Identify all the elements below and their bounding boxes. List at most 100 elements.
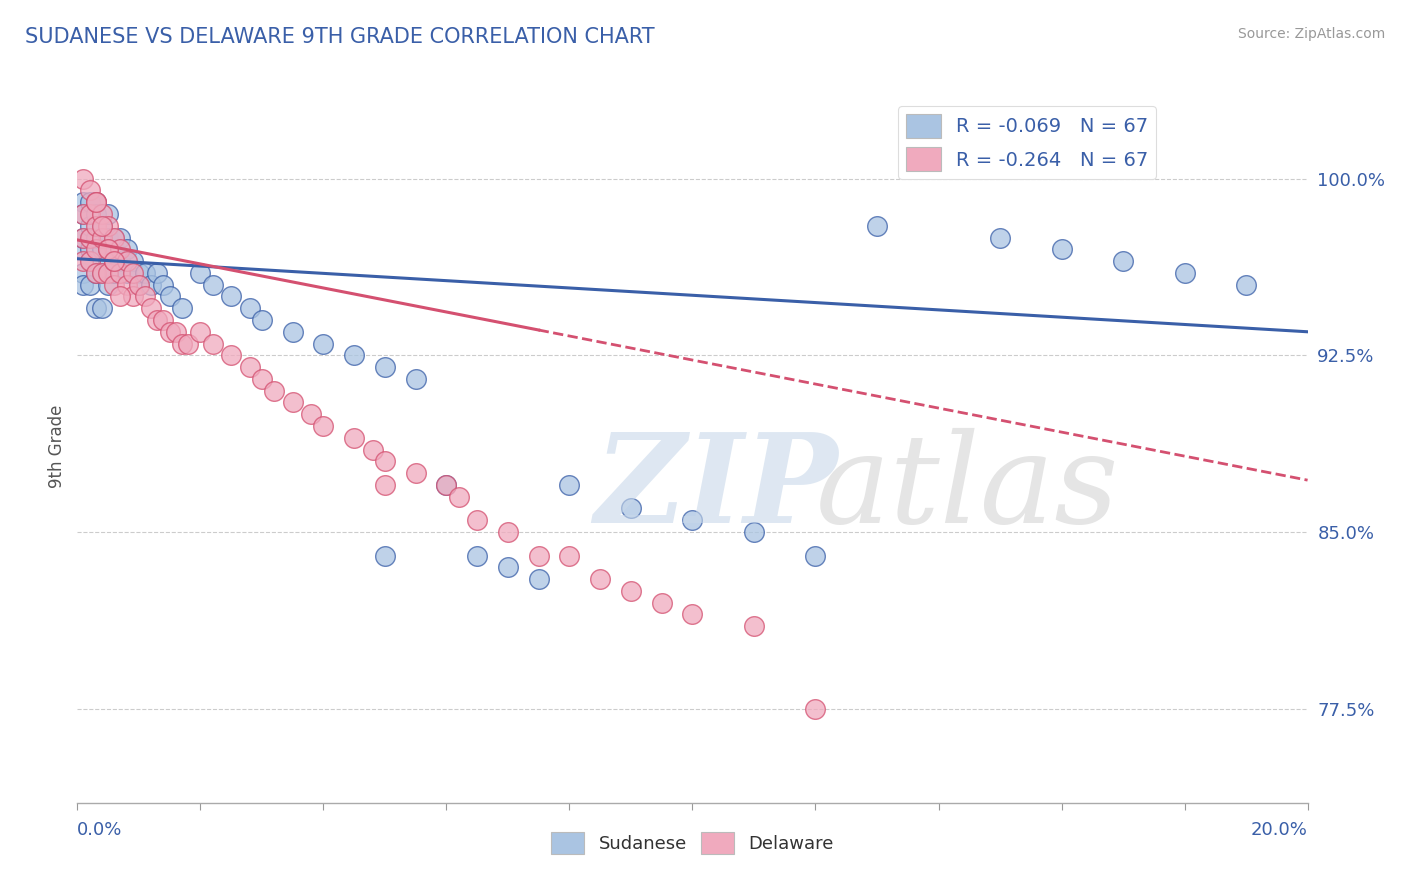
Point — [134, 266, 156, 280]
Point — [141, 301, 163, 316]
Point — [804, 549, 827, 563]
Point — [188, 266, 212, 280]
Point — [152, 277, 174, 292]
Point — [263, 384, 285, 398]
Point — [84, 266, 107, 280]
Point — [682, 607, 704, 622]
Point — [374, 360, 396, 375]
Point — [103, 266, 125, 280]
Point — [866, 219, 889, 233]
Point — [90, 301, 114, 316]
Point — [159, 325, 181, 339]
Point — [79, 254, 101, 268]
Point — [115, 243, 138, 257]
Point — [72, 230, 94, 244]
Point — [79, 230, 101, 244]
Point — [79, 230, 101, 244]
Point — [1050, 243, 1073, 257]
Text: SUDANESE VS DELAWARE 9TH GRADE CORRELATION CHART: SUDANESE VS DELAWARE 9TH GRADE CORRELATI… — [25, 27, 655, 46]
Point — [170, 301, 193, 316]
Point — [128, 277, 150, 292]
Point — [79, 243, 101, 257]
Point — [97, 277, 120, 292]
Point — [90, 266, 114, 280]
Point — [465, 513, 488, 527]
Point — [496, 560, 519, 574]
Point — [115, 254, 138, 268]
Point — [97, 219, 120, 233]
Point — [72, 266, 94, 280]
Point — [201, 277, 224, 292]
Point — [558, 549, 581, 563]
Point — [79, 195, 101, 210]
Point — [589, 572, 612, 586]
Point — [72, 171, 94, 186]
Point — [90, 243, 114, 257]
Text: 0.0%: 0.0% — [77, 821, 122, 838]
Point — [405, 466, 427, 480]
Point — [134, 289, 156, 303]
Point — [312, 419, 335, 434]
Point — [465, 549, 488, 563]
Point — [72, 207, 94, 221]
Point — [146, 266, 169, 280]
Point — [72, 243, 94, 257]
Legend: Sudanese, Delaware: Sudanese, Delaware — [544, 825, 841, 862]
Point — [110, 230, 132, 244]
Point — [651, 596, 673, 610]
Point — [79, 254, 101, 268]
Point — [177, 336, 200, 351]
Point — [90, 219, 114, 233]
Point — [79, 184, 101, 198]
Point — [115, 266, 138, 280]
Point — [682, 513, 704, 527]
Point — [170, 336, 193, 351]
Point — [374, 549, 396, 563]
Point — [620, 583, 643, 598]
Point — [103, 230, 125, 244]
Point — [152, 313, 174, 327]
Point — [110, 243, 132, 257]
Point — [103, 230, 125, 244]
Point — [496, 524, 519, 539]
Point — [201, 336, 224, 351]
Point — [343, 431, 366, 445]
Point — [115, 277, 138, 292]
Point — [97, 230, 120, 244]
Point — [84, 195, 107, 210]
Y-axis label: 9th Grade: 9th Grade — [48, 404, 66, 488]
Point — [84, 243, 107, 257]
Point — [281, 395, 304, 409]
Point — [84, 266, 107, 280]
Point — [188, 325, 212, 339]
Point — [436, 478, 458, 492]
Point — [97, 243, 120, 257]
Point — [312, 336, 335, 351]
Text: atlas: atlas — [815, 428, 1119, 549]
Point — [84, 195, 107, 210]
Point — [97, 254, 120, 268]
Point — [110, 266, 132, 280]
Point — [90, 219, 114, 233]
Point — [90, 266, 114, 280]
Point — [405, 372, 427, 386]
Point — [90, 230, 114, 244]
Point — [343, 348, 366, 362]
Point — [97, 207, 120, 221]
Point — [159, 289, 181, 303]
Point — [250, 372, 273, 386]
Point — [742, 524, 765, 539]
Text: ZIP: ZIP — [595, 428, 838, 549]
Point — [361, 442, 384, 457]
Point — [299, 407, 322, 421]
Point — [620, 501, 643, 516]
Point — [84, 230, 107, 244]
Point — [527, 572, 550, 586]
Point — [72, 277, 94, 292]
Point — [84, 207, 107, 221]
Point — [72, 230, 94, 244]
Point — [128, 277, 150, 292]
Point — [527, 549, 550, 563]
Text: 20.0%: 20.0% — [1251, 821, 1308, 838]
Point — [281, 325, 304, 339]
